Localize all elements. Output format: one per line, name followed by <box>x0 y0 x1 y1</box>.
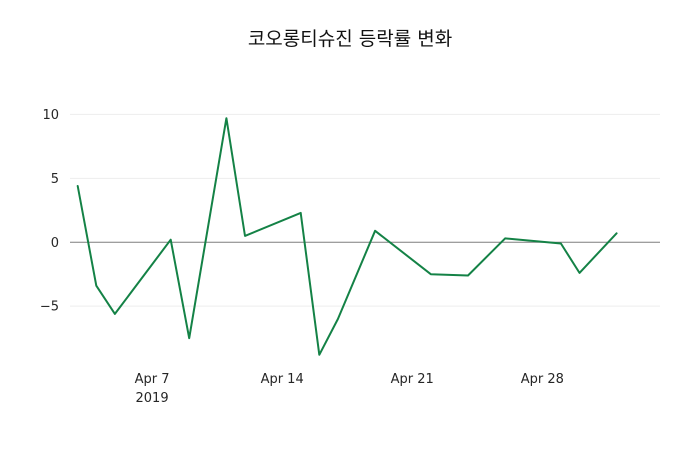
x-tick-label: Apr 28 <box>521 372 564 387</box>
y-tick-label: 0 <box>51 236 59 251</box>
chart-title: 코오롱티슈진 등락률 변화 <box>248 28 452 50</box>
x-tick-label: Apr 21 <box>391 372 434 387</box>
x-tick-year-label: 2019 <box>136 391 169 406</box>
y-tick-label: 10 <box>42 108 59 123</box>
series-line <box>76 117 618 356</box>
x-tick-label: Apr 7 <box>135 372 170 387</box>
plot-area: 10 5 0 −5 Apr 7 2019 Apr 14 Apr 21 Apr 28 <box>40 108 660 406</box>
x-tick-label: Apr 14 <box>261 372 304 387</box>
y-tick-label: 5 <box>51 172 59 187</box>
y-tick-label: −5 <box>40 300 59 315</box>
